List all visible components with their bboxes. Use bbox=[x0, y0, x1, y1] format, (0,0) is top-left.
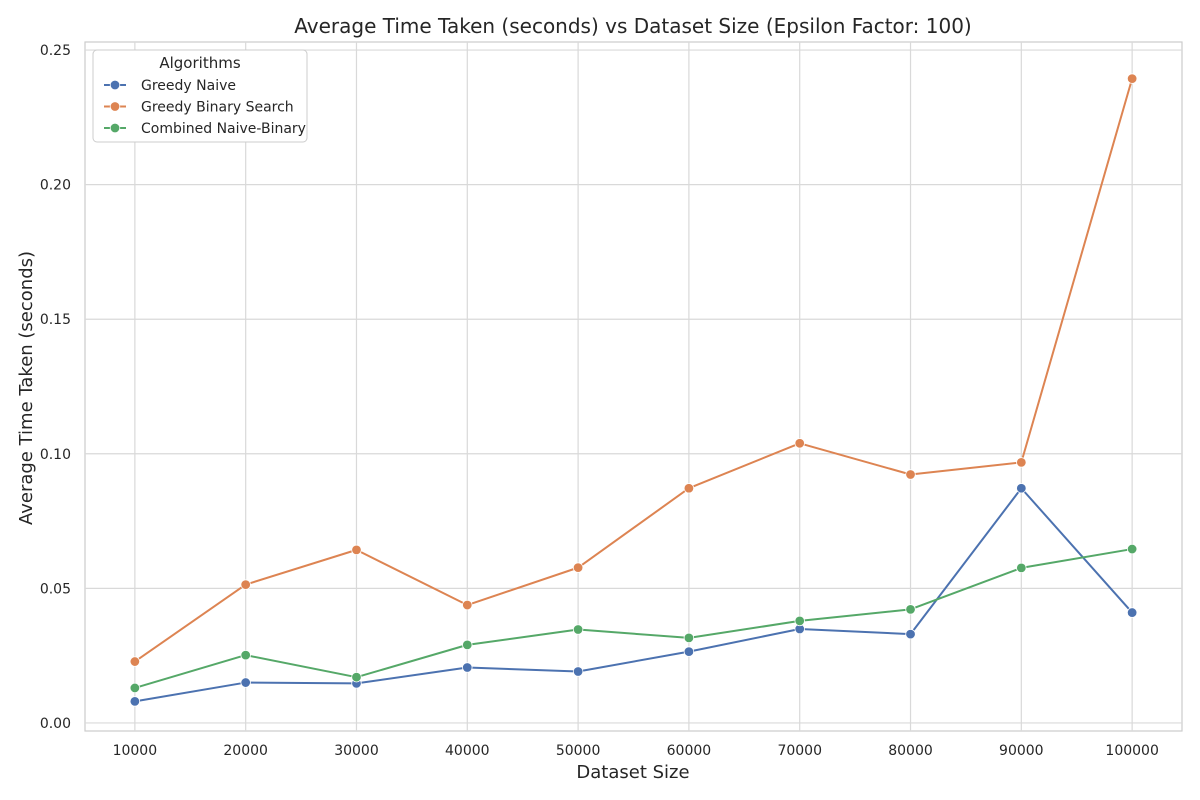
data-point bbox=[129, 682, 141, 694]
y-tick-label: 0.00 bbox=[40, 716, 71, 732]
data-point bbox=[1016, 483, 1027, 494]
series-line bbox=[133, 487, 1134, 703]
y-tick-label: 0.25 bbox=[40, 43, 71, 59]
data-point bbox=[351, 671, 362, 683]
legend-items: Greedy Naive Greedy Binary Search Combined… bbox=[104, 78, 306, 137]
data-point bbox=[1016, 562, 1027, 574]
x-tick-label: 40000 bbox=[445, 743, 490, 759]
x-tick-label: 70000 bbox=[777, 743, 822, 759]
x-tick-label: 20000 bbox=[223, 743, 268, 759]
y-tick-label: 0.15 bbox=[40, 312, 71, 328]
y-tick-label: 0.05 bbox=[40, 581, 71, 597]
y-tick-label: 0.20 bbox=[40, 178, 71, 194]
series-layer bbox=[129, 73, 1138, 707]
chart-title: Average Time Taken (seconds) vs Dataset … bbox=[294, 14, 971, 38]
x-tick-label: 90000 bbox=[999, 743, 1044, 759]
data-point bbox=[683, 483, 695, 494]
data-point bbox=[240, 677, 251, 688]
data-point bbox=[572, 666, 584, 677]
data-point bbox=[683, 646, 695, 657]
legend-box bbox=[92, 49, 308, 143]
data-point bbox=[572, 624, 584, 635]
data-point bbox=[351, 544, 362, 556]
data-point bbox=[1126, 607, 1138, 618]
data-point bbox=[683, 632, 695, 644]
data-point bbox=[572, 562, 584, 573]
x-tick-label: 10000 bbox=[113, 743, 158, 759]
series-combined-naive-binary bbox=[129, 543, 1138, 694]
legend: Algorithms Greedy Naive Greedy Binary Sea… bbox=[92, 49, 308, 143]
series-greedy-binary-search bbox=[129, 73, 1138, 667]
series-line bbox=[133, 77, 1134, 663]
data-point bbox=[240, 579, 251, 590]
plot-area bbox=[84, 41, 1183, 732]
data-point bbox=[905, 604, 916, 615]
legend-point-marker bbox=[109, 122, 121, 134]
data-point bbox=[905, 628, 916, 640]
legend-point-marker bbox=[109, 101, 121, 112]
data-point bbox=[462, 662, 473, 673]
legend-label: Greedy Naive bbox=[141, 78, 236, 94]
x-tick-label: 50000 bbox=[556, 743, 601, 759]
legend-label: Greedy Binary Search bbox=[141, 100, 294, 116]
data-point bbox=[240, 649, 251, 661]
series-line bbox=[133, 548, 1134, 689]
x-tick-label: 60000 bbox=[667, 743, 712, 759]
legend-title: Algorithms bbox=[159, 54, 240, 72]
y-axis-label: Average Time Taken (seconds) bbox=[16, 251, 37, 525]
x-axis-label: Dataset Size bbox=[576, 762, 689, 783]
data-point bbox=[129, 696, 141, 707]
data-point bbox=[1126, 543, 1138, 555]
data-point bbox=[129, 656, 141, 667]
data-point bbox=[794, 438, 805, 449]
data-point bbox=[794, 615, 805, 627]
plot-frame bbox=[84, 41, 1183, 732]
x-tick-label: 100000 bbox=[1105, 743, 1158, 759]
legend-point-marker bbox=[109, 79, 121, 91]
axes: 10000 20000 30000 40000 50000 60000 70000 80000… bbox=[40, 43, 1159, 759]
y-tick-label: 0.10 bbox=[40, 447, 71, 463]
series-greedy-naive bbox=[129, 483, 1138, 707]
data-point bbox=[462, 639, 473, 651]
data-point bbox=[905, 469, 916, 480]
data-point bbox=[1126, 73, 1138, 84]
data-point bbox=[462, 599, 473, 611]
x-tick-label: 30000 bbox=[334, 743, 379, 759]
legend-label: Combined Naive-Binary bbox=[141, 121, 306, 137]
data-point bbox=[1016, 457, 1027, 468]
x-tick-label: 80000 bbox=[888, 743, 933, 759]
